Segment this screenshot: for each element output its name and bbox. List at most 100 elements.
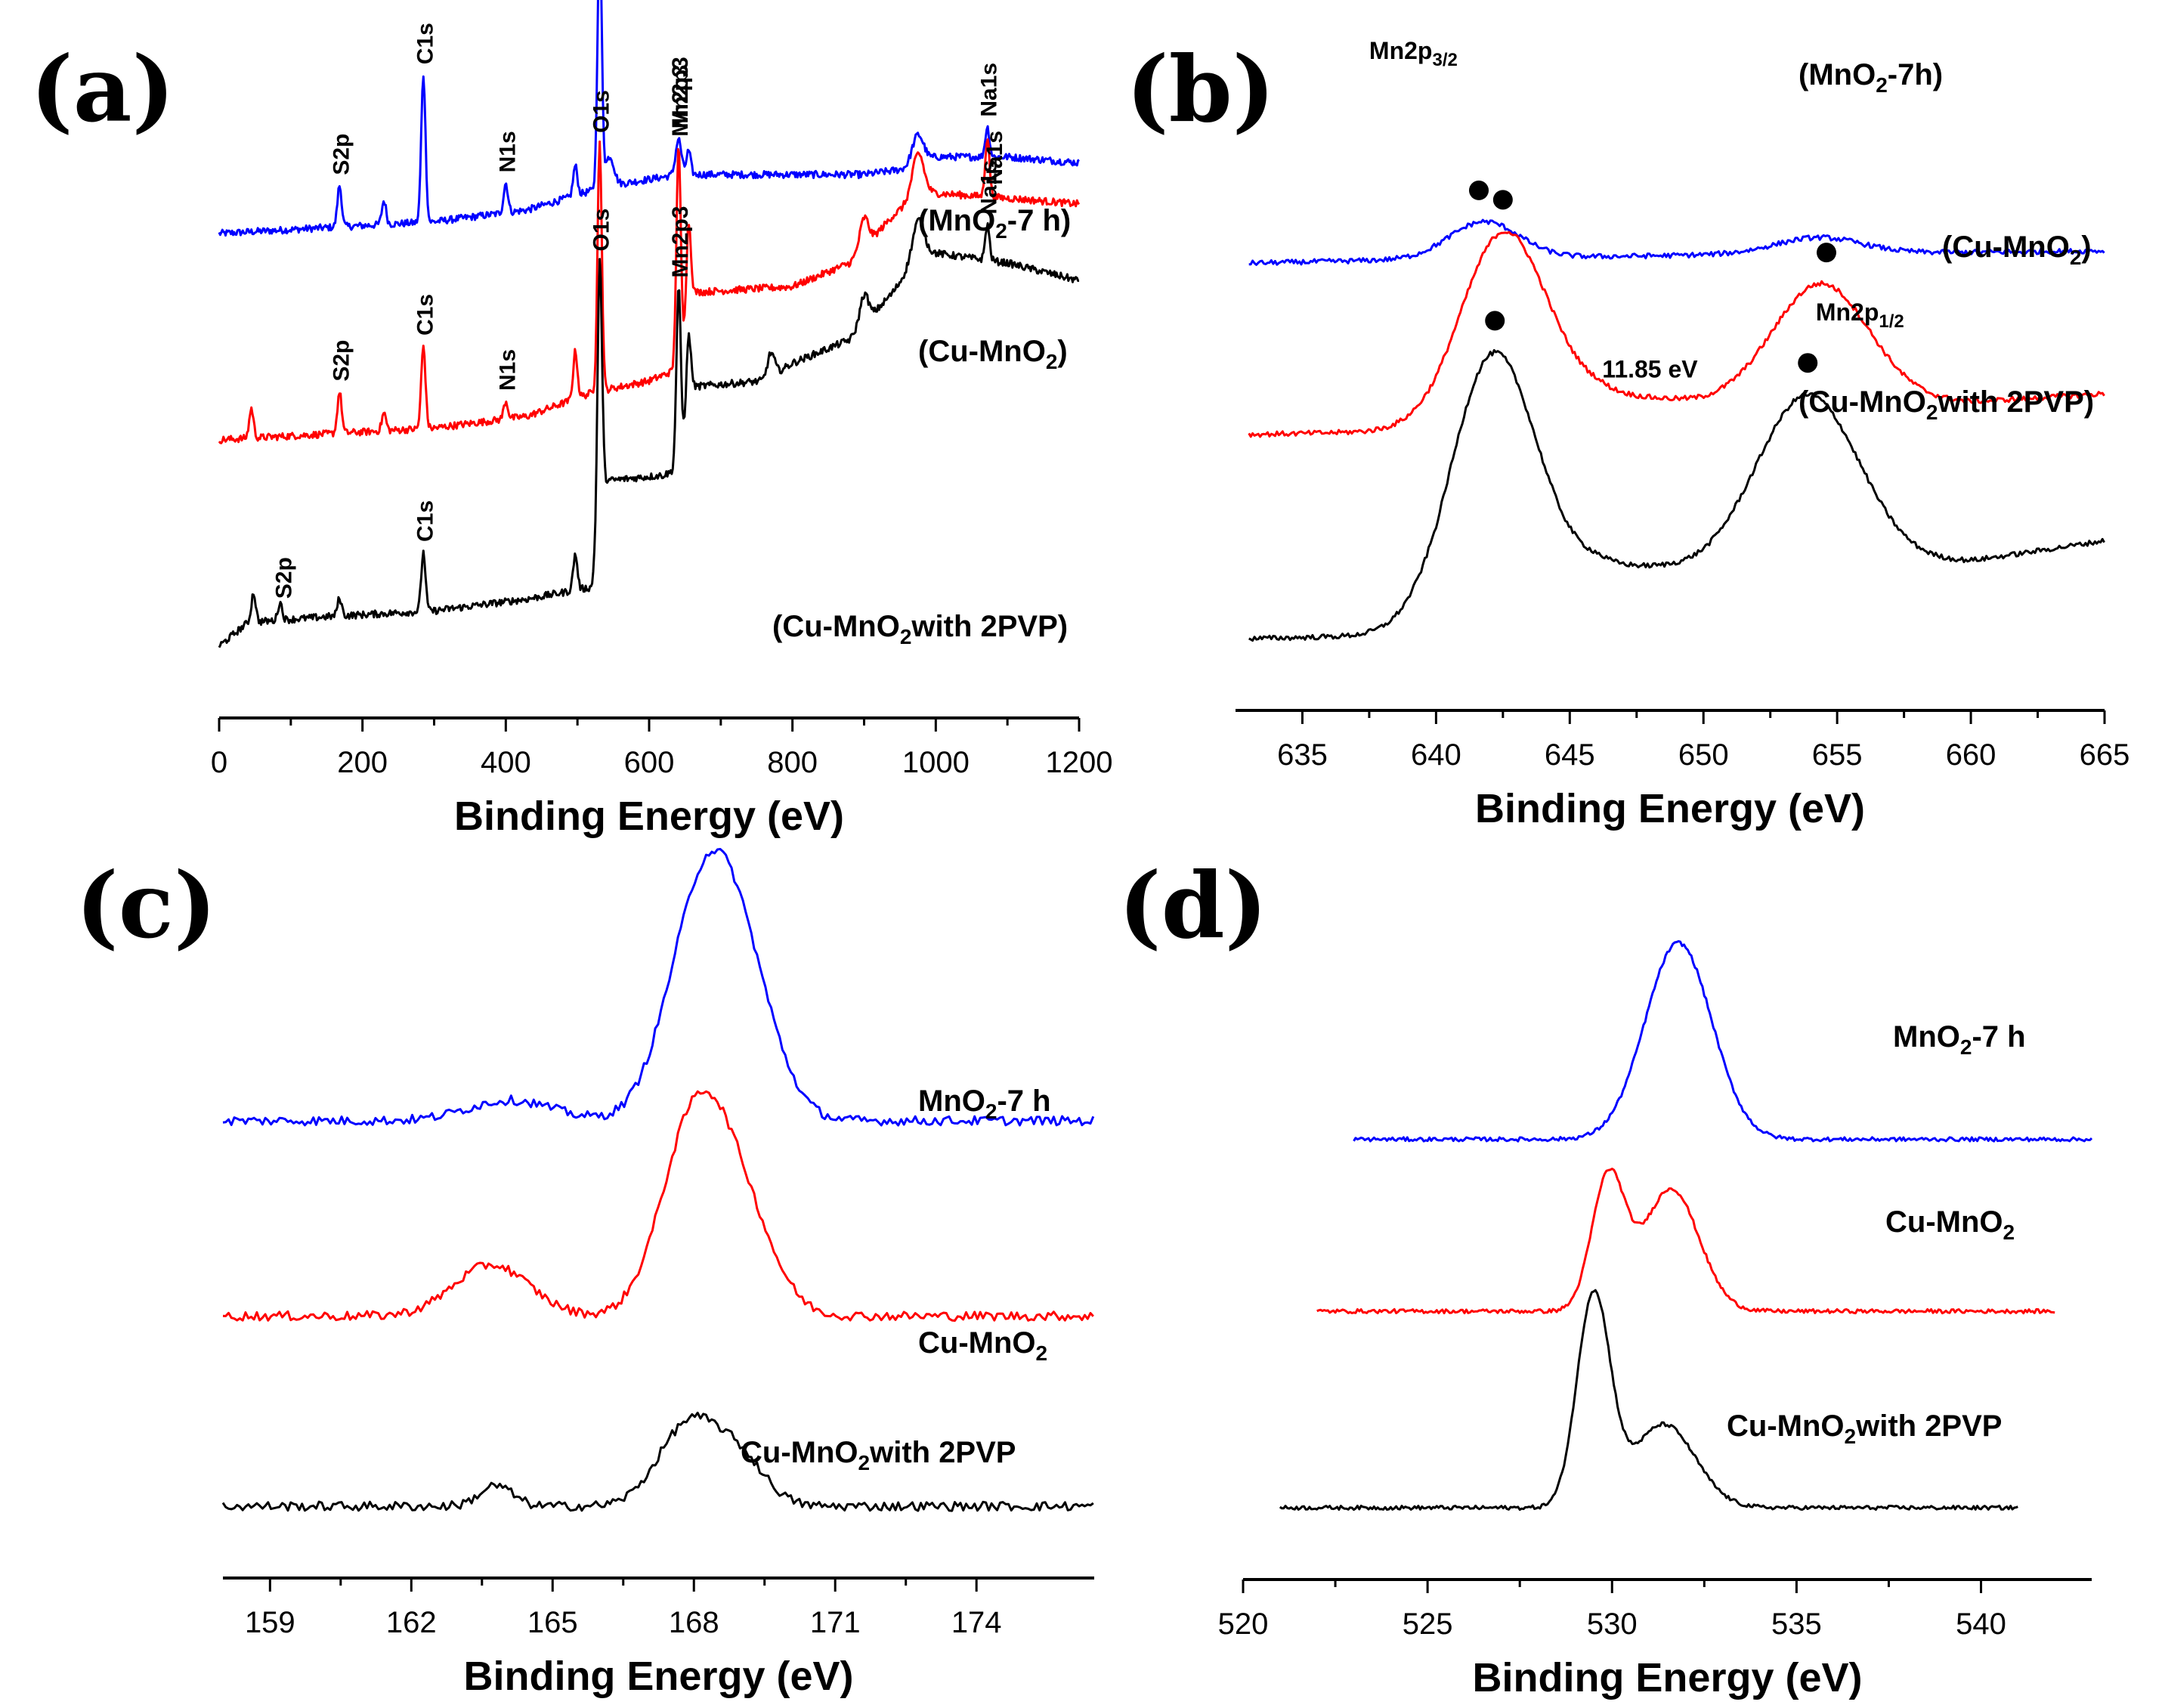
series-label-0: (MnO2-7 h)	[918, 204, 1071, 243]
panel-d: (d) 520 525 530 535 540 Binding Energy (eV) Mn…	[1118, 852, 2093, 1700]
x-tick-label: 174	[951, 1606, 1002, 1639]
series-label-main: (Cu-MnO	[1798, 385, 1926, 419]
series-label-main: (MnO	[918, 204, 995, 237]
series-label-subscript: 2	[995, 219, 1007, 243]
series-label-subscript: 2	[2070, 246, 2082, 269]
series-label-2: Cu-MnO2with 2PVP	[1727, 1409, 2002, 1448]
peak-marker-dot	[1469, 180, 1489, 200]
series-label-1: (Cu-MnO2)	[1942, 231, 2092, 269]
series-label-subscript: 2	[1926, 401, 1938, 424]
series-label-tail: -7h)	[1888, 58, 1943, 91]
peak-annotation: Mn2p1/2	[1816, 299, 1904, 332]
series-label-0: MnO2-7 h	[1893, 1020, 2026, 1059]
series-label-subscript: 2	[900, 625, 912, 648]
series-label-0: MnO2-7 h	[918, 1085, 1051, 1123]
series-label-tail: -7 h)	[1007, 204, 1071, 237]
series-label-subscript: 2	[1960, 1035, 1972, 1059]
series-label-main: (Cu-MnO	[1942, 231, 2070, 264]
x-tick-label: 165	[527, 1606, 578, 1639]
peak-annotation: O1s	[589, 209, 614, 252]
panel-a: (a) 0 200 400 600 800 1000 1200 Binding Energy …	[30, 0, 1112, 839]
series-label-main: Cu-MnO	[918, 1326, 1036, 1360]
series-label-subscript: 2	[1046, 350, 1058, 373]
series-label-2: (Cu-MnO2with 2PVP)	[772, 610, 1068, 648]
series-label-1: Cu-MnO2	[918, 1326, 1047, 1365]
x-tick-label: 535	[1771, 1607, 1822, 1641]
series-label-tail: )	[1057, 335, 1067, 368]
series-label-tail: with 2PVP	[869, 1436, 1016, 1469]
x-tick-label: 168	[669, 1606, 719, 1639]
series-label-2: Cu-MnO2with 2PVP	[741, 1436, 1016, 1474]
series-label-tail: -7 h	[1972, 1020, 2025, 1054]
x-tick-label: 655	[1812, 738, 1863, 772]
x-tick-label: 600	[624, 746, 675, 779]
peak-annotation: S2p	[329, 134, 354, 175]
peak-annotation: O1s	[589, 90, 614, 133]
peak-annotation: C1s	[413, 23, 438, 64]
x-tick-label: 162	[386, 1606, 437, 1639]
series-label-main: (Cu-MnO	[918, 335, 1046, 368]
peak-annotation: Mn2p3	[668, 57, 693, 128]
peak-marker-dot	[1798, 353, 1818, 373]
series-line-0	[1248, 218, 2105, 266]
series-line-1	[218, 138, 1081, 444]
series-line-0	[218, 0, 1080, 237]
x-tick-label: 200	[337, 746, 388, 779]
panel-c-letter: (c)	[76, 852, 217, 959]
x-tick-label: 1200	[1046, 746, 1113, 779]
series-label-0: (MnO2-7h)	[1798, 58, 1943, 97]
series-line-2	[218, 217, 1080, 648]
panel-b: (b) 635 640 645 650 655 660 665 Binding Energy …	[1126, 36, 2129, 831]
series-label-subscript: 2	[1845, 1425, 1857, 1448]
series-line-1	[222, 1090, 1094, 1322]
series-label-subscript: 2	[1036, 1341, 1048, 1365]
x-tick-label: 171	[810, 1606, 861, 1639]
peak-annotation: S2p	[271, 557, 296, 599]
series-line-2	[221, 1411, 1094, 1512]
x-axis-label: Binding Energy (eV)	[1475, 786, 1865, 831]
series-label-subscript: 2	[2003, 1221, 2015, 1244]
peak-annotation-subscript: 3/2	[1432, 50, 1457, 70]
x-tick-label: 645	[1545, 738, 1595, 772]
peak-annotation: Na1s	[982, 131, 1007, 185]
series-label-main: MnO	[1893, 1020, 1960, 1054]
panel-b-letter: (b)	[1126, 36, 1275, 143]
series-label-tail: -7 h	[997, 1085, 1050, 1118]
peak-marker-dot	[1492, 190, 1513, 210]
series-label-subscript: 2	[1876, 73, 1888, 97]
series-label-main: MnO	[918, 1085, 985, 1118]
peak-annotation: C1s	[413, 500, 438, 542]
x-tick-label: 650	[1678, 738, 1729, 772]
peak-annotation-subscript: 1/2	[1879, 311, 1904, 332]
peak-annotation: Mn2p3	[668, 206, 693, 278]
panel-d-letter: (d)	[1118, 852, 1267, 959]
peak-marker-dot	[1485, 311, 1505, 331]
series-line-0	[222, 848, 1095, 1127]
series-label-main: (MnO	[1798, 58, 1876, 91]
peak-annotation-main: Mn2p	[1816, 299, 1879, 326]
series-label-1: Cu-MnO2	[1885, 1205, 2015, 1244]
x-tick-label: 530	[1587, 1607, 1638, 1641]
series-label-subscript: 2	[985, 1100, 997, 1123]
series-line-2	[1279, 1289, 2018, 1512]
x-axis-label: Binding Energy (eV)	[463, 1654, 853, 1699]
x-tick-label: 540	[1956, 1607, 2006, 1641]
peak-annotation: Na1s	[977, 63, 1002, 117]
series-label-tail: with 2PVP)	[911, 610, 1068, 643]
x-tick-label: 400	[481, 746, 531, 779]
x-tick-label: 159	[245, 1606, 295, 1639]
x-tick-label: 0	[211, 746, 227, 779]
panel-c: (c) 159 162 165 168 171 174 Binding Energy (eV…	[76, 848, 1095, 1699]
peak-annotation: N1s	[495, 131, 520, 172]
x-tick-label: 665	[2080, 738, 2130, 772]
peak-annotation: Na1s	[977, 160, 1002, 215]
series-line-1	[1316, 1168, 2055, 1315]
x-tick-label: 800	[767, 746, 818, 779]
series-label-tail: with 2PVP	[1855, 1409, 2002, 1443]
x-axis-label: Binding Energy (eV)	[1472, 1655, 1862, 1700]
series-label-main: Cu-MnO	[1727, 1409, 1845, 1443]
series-line-0	[1353, 940, 2093, 1143]
peak-annotation: Mn2p3/2	[1369, 37, 1458, 70]
series-label-subscript: 2	[858, 1451, 871, 1474]
series-line-2	[1248, 348, 2105, 642]
